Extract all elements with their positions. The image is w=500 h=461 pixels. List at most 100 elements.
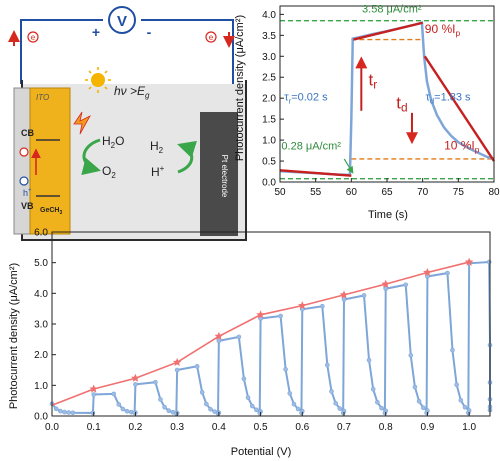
trace-point [424, 410, 429, 416]
envelope-marker [89, 384, 98, 393]
proton-label: H+ [151, 164, 165, 179]
x-tick-label: 0.5 [254, 422, 268, 433]
hole-symbol: h+ [23, 188, 32, 198]
x-tick-label: 0.8 [379, 422, 393, 433]
trace-point [340, 410, 346, 416]
trace-point [216, 338, 222, 344]
trace-point [333, 400, 338, 406]
x-tick-label: 0.0 [45, 422, 59, 433]
vb-label: VB [21, 201, 34, 211]
trace-point [53, 406, 59, 412]
trace-point [133, 382, 138, 387]
base-value-label: 0.28 μA/cm² [281, 140, 341, 152]
electron-badge-left [27, 31, 39, 43]
cb-electron [19, 147, 29, 157]
ten-percent-label: 10 %Ip [444, 138, 480, 154]
x-tick-label: 0.6 [295, 422, 309, 433]
trace-point [379, 405, 384, 411]
trace-point [329, 389, 334, 394]
trace-point [158, 397, 163, 402]
y-tick-label: 1.5 [262, 115, 276, 126]
y-tick-label: 1.0 [262, 136, 276, 147]
trace-point [124, 408, 130, 414]
electron-symbol-left: e [31, 33, 36, 42]
trace-point [450, 347, 455, 353]
trace-point [116, 402, 122, 407]
trace-point [375, 399, 380, 405]
trace-point [215, 411, 221, 416]
envelope-marker [464, 257, 474, 266]
trace-point [382, 410, 388, 416]
y-tick-label: 5.0 [34, 258, 48, 269]
x-tick-label: 1.0 [462, 422, 476, 433]
decay-time-label: td [396, 94, 407, 115]
envelope-marker [131, 373, 140, 382]
x-tick-label: 0.3 [170, 422, 184, 433]
trace-point [370, 386, 376, 392]
voltmeter-symbol: V [117, 13, 127, 30]
y-tick-label: 2.0 [262, 94, 276, 105]
trace-point [66, 410, 71, 415]
y-tick-label: 0.0 [262, 178, 276, 189]
fit-segment [353, 21, 423, 41]
x-tick-label: 75 [453, 187, 465, 198]
x-tick-label: 0.2 [128, 422, 142, 433]
rise-time-label: tr [368, 71, 377, 92]
trace-point [236, 334, 242, 340]
tau-r-label: τr=0.02 s [284, 91, 328, 105]
minus-sign: - [147, 24, 152, 40]
trace-point [383, 286, 389, 292]
base-value-pointer [343, 158, 354, 174]
trace-point [341, 297, 347, 302]
x-tick-label: 65 [381, 187, 393, 198]
y-tick-label: 6.0 [34, 228, 48, 239]
chopped-photocurrent-trace [51, 260, 491, 417]
chart2-frame [51, 231, 491, 417]
trace-point [466, 410, 471, 416]
y-tick-label: 3.0 [34, 320, 48, 331]
trace-point [249, 403, 255, 409]
trace-point [278, 313, 283, 319]
trace-point [291, 401, 297, 407]
ito-layer [13, 87, 31, 235]
cb-label: CB [21, 128, 34, 138]
x-tick-label: 0.1 [87, 422, 101, 433]
oxidation-cycle-arrow [81, 138, 101, 176]
envelope-marker [298, 301, 307, 310]
trace-point [458, 397, 464, 403]
trace-point [208, 406, 213, 412]
y-tick-label: 4.0 [34, 289, 48, 300]
trace-point [174, 411, 179, 416]
chart1-annotations: 3.58 μA/cm² 0.28 μA/cm² τr=0.02 s τd=1.83 s… [281, 3, 480, 174]
trace-point [120, 406, 126, 412]
trace-point [132, 410, 137, 416]
trace-point [420, 405, 426, 411]
trace-point [254, 407, 259, 413]
trace-point [416, 399, 422, 404]
oxygen-label: O2 [102, 164, 116, 180]
vb-hole [19, 176, 29, 186]
lightning-icon [73, 111, 91, 135]
y-tick-label: 3.0 [262, 52, 276, 63]
electron-symbol-right: e [209, 33, 214, 42]
voltmeter [108, 6, 136, 34]
sun-icon [85, 67, 111, 93]
x-tick-label: 0.4 [212, 422, 226, 433]
y-tick-label: 0.5 [262, 157, 276, 168]
x-tick-label: 0.9 [420, 422, 434, 433]
trace-point [70, 410, 76, 416]
trace-point [454, 382, 459, 388]
y-tick-label: 1.0 [34, 381, 48, 392]
trace-point [299, 410, 304, 416]
trace-point [320, 303, 325, 309]
y-tick-label: 0.0 [34, 412, 48, 423]
x-tick-label: 0.7 [337, 422, 351, 433]
trace-point [194, 364, 200, 369]
potential-chart: Photocurrent density (μA/cm²) Potential … [8, 228, 493, 458]
envelope-marker [381, 279, 390, 288]
ninety-percent-label: 90 %Ip [425, 22, 461, 38]
pec-schematic: V + - e e ITO CB h+ VB GeCH3 [7, 6, 247, 241]
fit-segment [279, 169, 352, 177]
material-label: GeCH3 [40, 207, 62, 216]
